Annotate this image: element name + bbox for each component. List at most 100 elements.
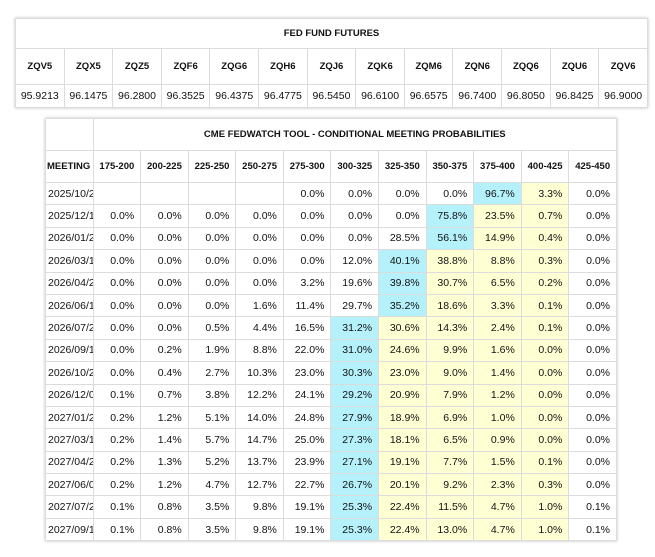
probability-cell: 4.7% [187, 473, 237, 497]
probability-cell: 0.0% [425, 181, 475, 206]
probability-cell: 1.2% [140, 405, 189, 430]
probability-cell: 0.0% [330, 181, 380, 206]
probability-cell: 22.4% [378, 495, 427, 519]
probability-cell: 0.0% [520, 405, 570, 430]
probability-cell: 0.1% [568, 517, 617, 542]
probability-cell: 2.4% [473, 316, 522, 340]
probability-cell: 14.0% [235, 405, 284, 430]
probability-cell: 3.3% [473, 293, 522, 318]
probability-cell: 9.2% [425, 473, 475, 497]
probability-cell: 8.8% [235, 338, 284, 363]
fedwatch-table: CME FEDWATCH TOOL - CONDITIONAL MEETING … [45, 118, 618, 542]
probability-cell: 0.0% [92, 204, 142, 228]
probability-cell: 29.7% [330, 293, 380, 318]
probability-cell: 0.0% [92, 271, 142, 295]
probability-cell: 14.7% [235, 428, 284, 452]
probability-cell: 6.5% [425, 428, 475, 452]
probability-cell: 0.0% [140, 226, 189, 251]
title-row: CME FEDWATCH TOOL - CONDITIONAL MEETING … [45, 118, 618, 151]
probability-cell: 1.2% [140, 473, 189, 497]
meeting-date: 2026/09/16 [45, 338, 94, 363]
futures-value: 96.8050 [501, 84, 551, 108]
meeting-date: 2026/06/17 [45, 293, 94, 318]
probability-cell: 27.3% [330, 428, 380, 452]
column-header: ZQM6 [403, 48, 454, 85]
range-header: 275-300 [282, 150, 332, 183]
probability-cell: 0.0% [92, 293, 142, 318]
probability-cell: 0.3% [520, 473, 570, 497]
probability-cell: 1.4% [140, 428, 189, 452]
column-header: ZQF6 [160, 48, 211, 85]
probability-cell: 30.7% [425, 271, 475, 295]
meeting-date: 2027/07/28 [45, 495, 94, 519]
probability-cell: 0.0% [140, 316, 189, 340]
meeting-date: 2027/06/09 [45, 473, 94, 497]
range-header: 200-225 [140, 150, 189, 183]
probability-cell: 11.5% [425, 495, 475, 519]
probability-cell: 23.0% [378, 361, 427, 385]
futures-value: 96.8425 [549, 84, 600, 108]
range-header: 300-325 [330, 150, 380, 183]
header-row: MEETING DATE175-200200-225225-250250-275… [45, 150, 617, 183]
probability-cell: 0.0% [330, 226, 380, 251]
meeting-row: 2025/10/290.0%0.0%0.0%0.0%96.7%3.3%0.0% [45, 181, 617, 206]
probability-cell: 14.3% [425, 316, 475, 340]
column-header: ZQJ6 [306, 48, 357, 85]
probability-cell: 8.8% [473, 249, 522, 273]
value-row: 95.9213 96.1475 96.2800 96.3525 96.4375 96.47… [15, 84, 648, 108]
column-header: ZQV5 [15, 48, 65, 85]
probability-cell: 25.0% [282, 428, 332, 452]
probability-cell: 6.5% [473, 271, 522, 295]
probability-cell: 0.0% [282, 204, 332, 228]
meeting-row: 2026/07/290.0%0.0%0.5%4.4%16.5%31.2%30.6… [45, 316, 617, 340]
futures-value: 95.9213 [15, 84, 65, 108]
futures-value: 96.7400 [452, 84, 503, 108]
probability-cell: 3.8% [187, 383, 237, 407]
futures-value: 96.1475 [63, 84, 114, 108]
range-header: 250-275 [235, 150, 284, 183]
column-header: ZQH6 [258, 48, 308, 85]
probability-cell: 0.0% [568, 293, 617, 318]
probability-cell: 19.6% [330, 271, 380, 295]
probability-cell: 0.0% [235, 226, 284, 251]
probability-cell: 0.5% [187, 316, 237, 340]
probability-cell: 27.9% [330, 405, 380, 430]
probability-cell: 0.2% [92, 405, 142, 430]
futures-value: 96.9000 [598, 84, 648, 108]
probability-cell: 23.0% [282, 361, 332, 385]
probability-cell: 0.0% [235, 249, 284, 273]
probability-cell: 75.8% [425, 204, 475, 228]
probability-cell: 56.1% [425, 226, 475, 251]
probability-cell: 0.0% [568, 428, 617, 452]
probability-cell: 1.4% [473, 361, 522, 385]
probability-cell: 2.3% [473, 473, 522, 497]
probability-cell: 14.9% [473, 226, 522, 251]
probability-cell: 7.7% [425, 450, 475, 475]
probability-cell: 29.2% [330, 383, 380, 407]
probability-cell: 4.4% [235, 316, 284, 340]
probability-cell: 1.0% [520, 495, 570, 519]
range-header: 425-450 [568, 150, 617, 183]
probability-cell: 0.0% [568, 383, 617, 407]
probability-cell: 27.1% [330, 450, 380, 475]
probability-cell: 0.0% [568, 181, 617, 206]
probability-cell: 2.7% [187, 361, 237, 385]
probability-cell: 0.0% [330, 204, 380, 228]
probability-cell [140, 181, 189, 206]
probability-cell: 0.0% [140, 271, 189, 295]
column-header: ZQU6 [549, 48, 600, 85]
probability-cell: 0.0% [187, 226, 237, 251]
meeting-date: 2026/01/28 [45, 226, 94, 251]
probability-cell: 0.1% [520, 450, 570, 475]
probability-cell: 0.0% [187, 293, 237, 318]
probability-cell: 0.0% [187, 249, 237, 273]
meeting-row: 2026/10/280.0%0.4%2.7%10.3%23.0%30.3%23.… [45, 361, 617, 385]
meeting-date: 2027/01/27 [45, 405, 94, 430]
probability-cell: 3.2% [282, 271, 332, 295]
probability-cell: 19.1% [378, 450, 427, 475]
probability-cell: 0.0% [187, 204, 237, 228]
futures-value: 96.2800 [112, 84, 162, 108]
header-row: ZQV5 ZQX5 ZQZ5 ZQF6 ZQG6 ZQH6 ZQJ6 ZQK6 ZQM6 ZQN6… [15, 48, 648, 85]
probability-cell: 0.0% [568, 226, 617, 251]
